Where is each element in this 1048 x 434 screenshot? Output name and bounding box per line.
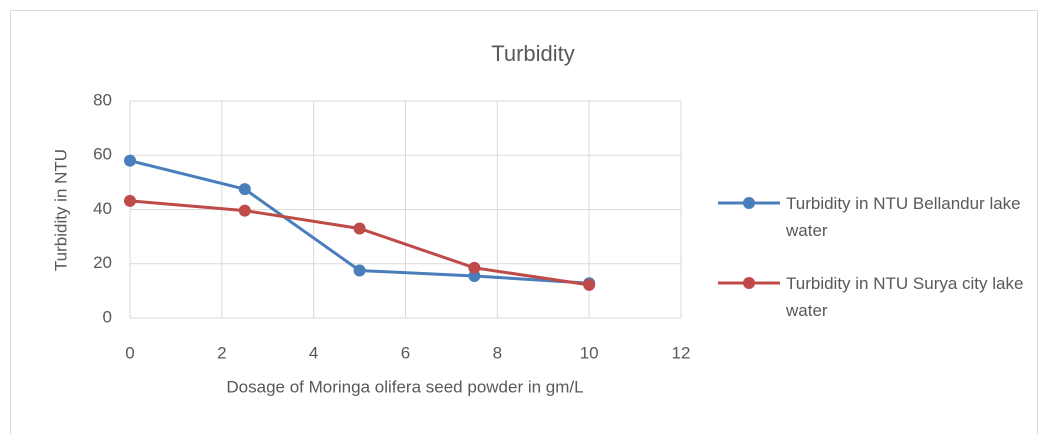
- x-tick-label: 12: [672, 343, 691, 362]
- y-tick-label: 80: [93, 90, 112, 109]
- x-tick-label: 6: [401, 343, 410, 362]
- legend-marker: [743, 197, 755, 209]
- y-tick-label: 20: [93, 253, 112, 272]
- legend-label: Turbidity in NTU Surya city lake water: [786, 274, 1024, 320]
- data-point: [124, 194, 136, 207]
- data-point: [468, 261, 481, 274]
- x-axis-title: Dosage of Moringa olifera seed powder in…: [226, 377, 583, 396]
- y-tick-label: 60: [93, 145, 112, 164]
- data-point: [124, 154, 136, 167]
- data-point: [238, 183, 251, 196]
- legend-marker: [743, 277, 755, 289]
- y-tick-label: 0: [103, 307, 112, 326]
- data-point: [238, 204, 251, 217]
- chart-border: [10, 10, 1038, 434]
- y-axis-title: Turbidity in NTU: [51, 149, 70, 271]
- data-point: [353, 264, 366, 277]
- legend-label: Turbidity in NTU Bellandur lake water: [786, 194, 1021, 240]
- x-tick-label: 0: [125, 343, 134, 362]
- chart-title: Turbidity: [491, 41, 575, 66]
- x-tick-label: 10: [580, 343, 599, 362]
- data-point: [353, 222, 366, 235]
- x-tick-label: 2: [217, 343, 226, 362]
- x-tick-label: 8: [493, 343, 502, 362]
- x-tick-label: 4: [309, 343, 318, 362]
- y-tick-label: 40: [93, 199, 112, 218]
- data-point: [583, 278, 596, 291]
